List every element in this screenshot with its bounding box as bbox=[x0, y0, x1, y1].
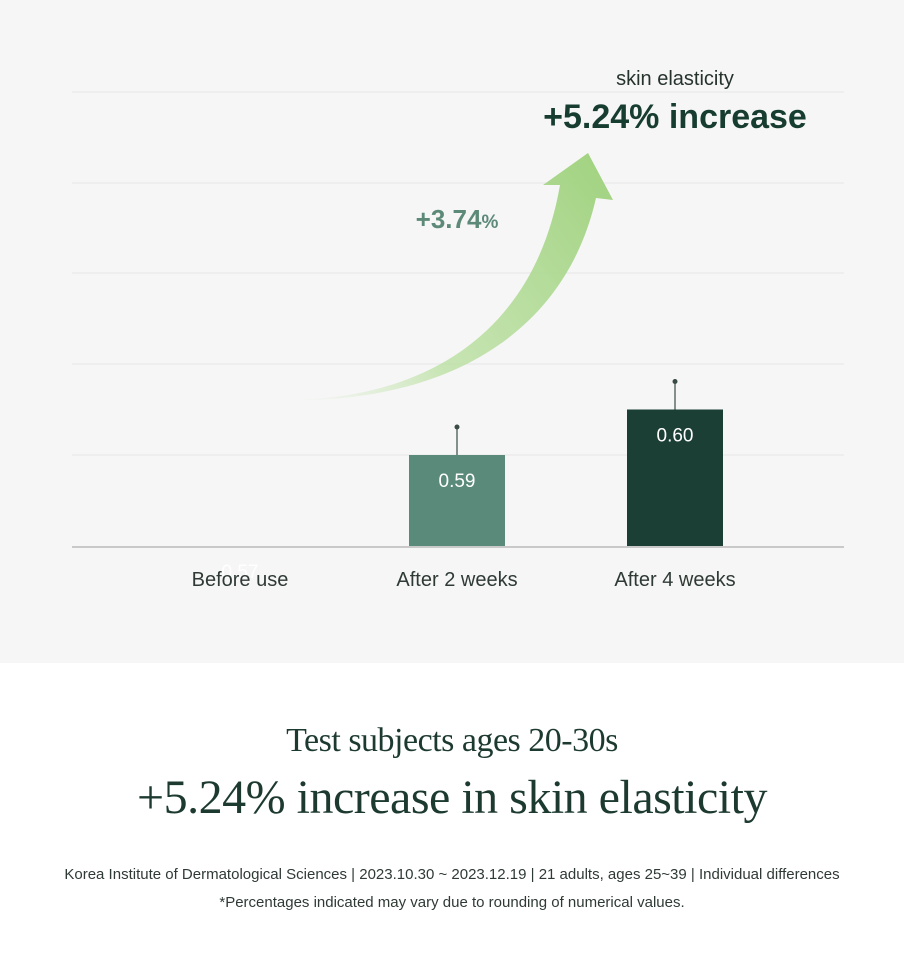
category-label: Before use bbox=[192, 569, 289, 591]
value-label: 0.59 bbox=[439, 471, 476, 492]
error-bar-cap bbox=[672, 379, 678, 384]
error-bar-cap bbox=[454, 424, 460, 430]
headline-line2: +5.24% increase in skin elasticity bbox=[137, 771, 767, 824]
week4-increase-label: +5.24% increase bbox=[543, 98, 807, 136]
week2-increase-label: +3.74% bbox=[416, 204, 499, 234]
category-label: After 4 weeks bbox=[614, 569, 735, 591]
value-label: 0.57 bbox=[222, 562, 259, 583]
category-label: After 2 weeks bbox=[396, 569, 517, 591]
chart-panel: 0.57 Before use 0.59 After 2 weeks 0.60 After… bbox=[72, 68, 844, 591]
week4-caption: skin elasticity bbox=[616, 68, 734, 90]
value-label: 0.60 bbox=[657, 426, 694, 447]
bar bbox=[409, 455, 505, 547]
rounding-note: *Percentages indicated may vary due to r… bbox=[219, 894, 685, 911]
bar bbox=[627, 409, 723, 547]
source-note: Korea Institute of Dermatological Scienc… bbox=[64, 866, 840, 883]
grid-lines bbox=[72, 91, 844, 456]
growth-arrow-icon bbox=[290, 153, 613, 401]
headline-line1: Test subjects ages 20-30s bbox=[286, 722, 618, 759]
